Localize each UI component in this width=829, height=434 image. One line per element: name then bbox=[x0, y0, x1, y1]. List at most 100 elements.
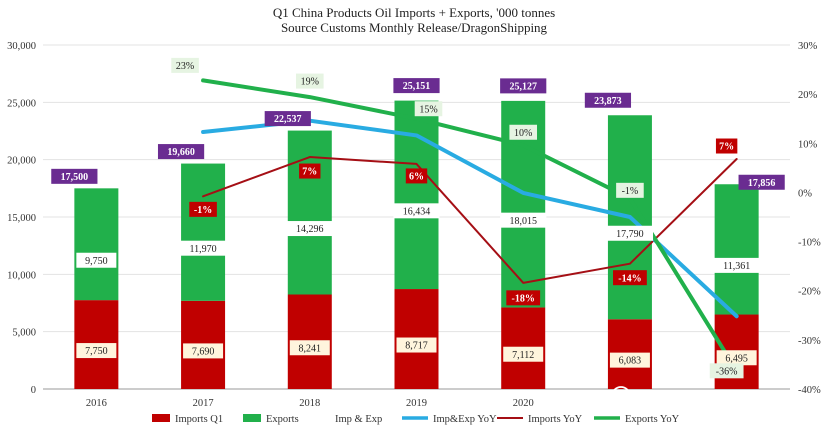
y2-tick-label: -20% bbox=[798, 287, 821, 298]
label-imports-yoy: -14% bbox=[618, 273, 641, 284]
label-exports-box bbox=[606, 225, 654, 241]
label-imports: 7,112 bbox=[512, 350, 534, 361]
label-exports-box bbox=[76, 252, 117, 268]
label-exports-yoy-box bbox=[171, 57, 199, 73]
label-exports: 11,361 bbox=[723, 261, 750, 272]
y2-tick-label: -30% bbox=[798, 336, 821, 347]
label-imports: 7,690 bbox=[192, 347, 215, 358]
data-labels: 7,750 9,750 7,690 11,970 8,241 14,296 8,717 16,… bbox=[51, 57, 785, 379]
label-imports-box bbox=[183, 343, 224, 359]
bar-exports bbox=[714, 184, 759, 315]
x-axis: 2016 2017 2018 2019 2020 bbox=[86, 398, 534, 409]
y2-tick-label: 20% bbox=[798, 90, 818, 101]
label-total-box bbox=[738, 174, 785, 190]
label-exports-yoy-box bbox=[509, 124, 538, 140]
label-total-box bbox=[584, 92, 632, 108]
line-imp-exp-yoy bbox=[201, 118, 739, 319]
label-imports-yoy-box bbox=[506, 290, 541, 306]
label-imports-box bbox=[289, 340, 330, 356]
label-imports-yoy: 6% bbox=[409, 172, 424, 183]
label-imports-yoy-box bbox=[189, 201, 217, 217]
x-tick-label: 2018 bbox=[299, 398, 320, 409]
y-tick-label: 0 bbox=[31, 385, 36, 396]
x-tick-label: 2019 bbox=[406, 398, 427, 409]
label-exports-yoy-box bbox=[295, 73, 324, 89]
label-imports-box bbox=[716, 350, 757, 366]
bar-exports bbox=[181, 163, 226, 301]
label-imports-box bbox=[396, 337, 437, 353]
label-exports-yoy-box bbox=[709, 363, 744, 379]
label-exports-box bbox=[286, 221, 333, 237]
y-tick-label: 5,000 bbox=[12, 328, 36, 339]
legend-exports-yoy: Exports YoY bbox=[625, 414, 680, 425]
legend-exports: Exports bbox=[266, 414, 299, 425]
label-total: 22,537 bbox=[274, 114, 302, 125]
label-exports-yoy: -36% bbox=[716, 366, 738, 377]
label-imports: 6,495 bbox=[725, 353, 748, 364]
label-imports-yoy: 7% bbox=[302, 167, 317, 178]
label-imports: 6,083 bbox=[619, 356, 642, 367]
label-total: 17,500 bbox=[61, 172, 89, 183]
x-tick-label: 2016 bbox=[86, 398, 107, 409]
label-imports-yoy-box bbox=[299, 163, 321, 179]
y-tick-label: 10,000 bbox=[7, 270, 36, 281]
y-axis-left: 0 5,000 10,000 15,000 20,000 25,000 30,000 bbox=[7, 41, 36, 396]
legend: Imports Q1 Exports Imp & Exp Imp&Exp YoY Imp… bbox=[152, 414, 680, 425]
chart-subtitle: Source Customs Monthly Release/DragonShi… bbox=[281, 20, 548, 35]
label-exports-box bbox=[713, 257, 760, 273]
y2-tick-label: -40% bbox=[798, 385, 821, 396]
label-exports-yoy-box bbox=[414, 101, 443, 117]
label-imports-yoy: -18% bbox=[512, 293, 535, 304]
legend-imports-q1: Imports Q1 bbox=[175, 414, 223, 425]
label-total: 23,873 bbox=[594, 96, 622, 107]
label-total-box bbox=[500, 78, 547, 94]
y-axis-right: 30% 20% 10% 0% -10% -20% -30% -40% bbox=[798, 41, 821, 396]
label-exports: 14,296 bbox=[296, 224, 324, 235]
y2-tick-label: 10% bbox=[798, 139, 818, 150]
x-tick-label: 2020 bbox=[513, 398, 534, 409]
label-exports: 18,015 bbox=[509, 216, 537, 227]
legend-imports-q1-swatch bbox=[152, 414, 170, 422]
label-imports: 8,717 bbox=[405, 341, 428, 352]
label-imports: 7,750 bbox=[85, 346, 108, 357]
y2-tick-label: -10% bbox=[798, 238, 821, 249]
y-tick-label: 30,000 bbox=[7, 41, 36, 52]
y2-tick-label: 30% bbox=[798, 41, 818, 52]
bar-exports bbox=[74, 188, 119, 301]
label-total-box bbox=[393, 78, 440, 94]
label-total: 25,151 bbox=[403, 81, 431, 92]
label-exports-box bbox=[393, 203, 440, 219]
y-tick-label: 15,000 bbox=[7, 213, 36, 224]
y-tick-label: 25,000 bbox=[7, 98, 36, 109]
label-exports: 9,750 bbox=[85, 256, 108, 267]
label-total-box bbox=[51, 168, 98, 184]
label-exports-yoy: 10% bbox=[514, 128, 532, 139]
label-exports: 17,790 bbox=[616, 229, 644, 240]
bars bbox=[74, 100, 759, 389]
label-exports-box bbox=[179, 240, 227, 256]
label-imports-yoy: -1% bbox=[194, 205, 212, 216]
label-exports: 11,970 bbox=[190, 244, 217, 255]
chart-title: Q1 China Products Oil Imports + Exports,… bbox=[273, 5, 555, 20]
label-total-box bbox=[157, 144, 205, 160]
legend-exports-swatch bbox=[243, 414, 261, 422]
label-imports-yoy: 7% bbox=[719, 142, 734, 153]
label-exports-yoy-box bbox=[616, 182, 644, 198]
label-imports-yoy-box bbox=[613, 270, 647, 286]
line-imports-yoy bbox=[202, 156, 738, 284]
y2-tick-label: 0% bbox=[798, 188, 812, 199]
label-imports-box bbox=[503, 346, 544, 362]
watermark: DragonShipping bbox=[611, 386, 799, 410]
label-imports: 8,241 bbox=[299, 343, 322, 354]
legend-imp-exp-yoy: Imp&Exp YoY bbox=[433, 414, 497, 425]
watermark-text: DragonShipping bbox=[646, 387, 799, 409]
legend-imports-yoy: Imports YoY bbox=[528, 414, 583, 425]
label-exports-yoy: 19% bbox=[301, 77, 319, 88]
label-total: 19,660 bbox=[167, 147, 195, 158]
label-imports-yoy-box bbox=[405, 168, 428, 184]
label-imports-yoy-box bbox=[715, 138, 738, 154]
label-exports-yoy: -1% bbox=[622, 186, 639, 197]
x-tick-label: 2017 bbox=[193, 398, 214, 409]
y-tick-label: 20,000 bbox=[7, 156, 36, 167]
